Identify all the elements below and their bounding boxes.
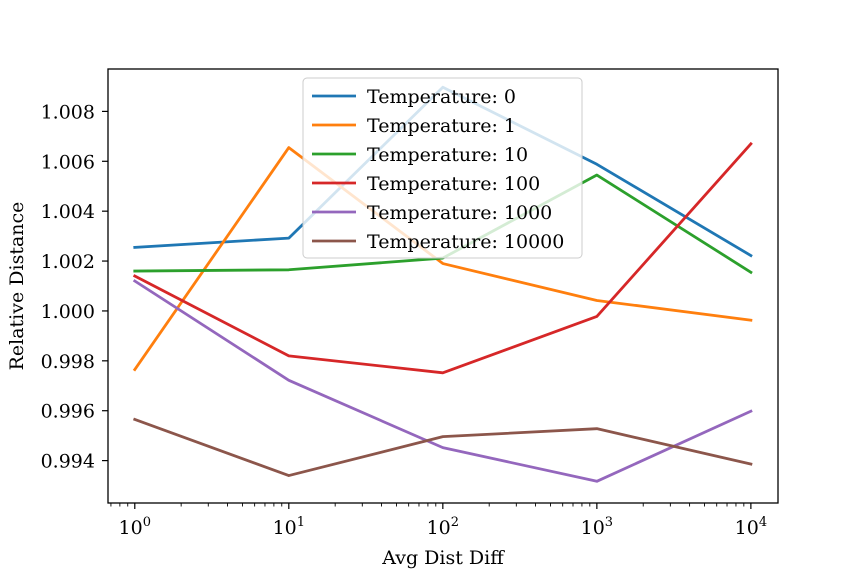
x-tick-label: 101 xyxy=(273,515,305,539)
x-axis-ticks: 100 101 102 103 104 xyxy=(110,503,767,539)
series-line-1 xyxy=(132,146,753,372)
y-tick-label: 1.000 xyxy=(41,301,95,323)
x-tick-label: 100 xyxy=(119,515,151,539)
x-tick-label: 102 xyxy=(427,515,459,539)
series-line-5 xyxy=(132,417,753,477)
legend-label-3: Temperature: 100 xyxy=(367,173,540,195)
legend-frame xyxy=(302,77,583,259)
legend: Temperature: 0 Temperature: 1 Temperature:… xyxy=(302,77,583,259)
y-tick-label: 0.998 xyxy=(41,351,95,373)
legend-label-0: Temperature: 0 xyxy=(367,86,516,108)
x-axis-label: Avg Dist Diff xyxy=(381,547,505,569)
y-tick-label: 0.996 xyxy=(41,401,95,423)
plot-area-frame xyxy=(107,68,779,504)
legend-label-1: Temperature: 1 xyxy=(367,115,516,137)
x-tick-label: 104 xyxy=(735,515,767,539)
y-axis-label: Relative Distance xyxy=(6,202,28,371)
y-axis-ticks: 0.994 0.996 0.998 1.000 1.002 1.004 1.006 1.008 xyxy=(41,101,108,473)
legend-label-5: Temperature: 10000 xyxy=(367,231,564,253)
y-tick-label: 1.002 xyxy=(41,251,95,273)
legend-label-4: Temperature: 1000 xyxy=(367,202,552,224)
x-tick-label: 103 xyxy=(581,515,613,539)
series-line-4 xyxy=(132,279,753,483)
y-tick-label: 1.004 xyxy=(41,201,95,223)
y-tick-label: 1.006 xyxy=(41,151,95,173)
series-line-3 xyxy=(132,141,753,375)
y-tick-label: 1.008 xyxy=(41,101,95,123)
y-tick-label: 0.994 xyxy=(41,451,95,473)
legend-label-2: Temperature: 10 xyxy=(367,144,528,166)
